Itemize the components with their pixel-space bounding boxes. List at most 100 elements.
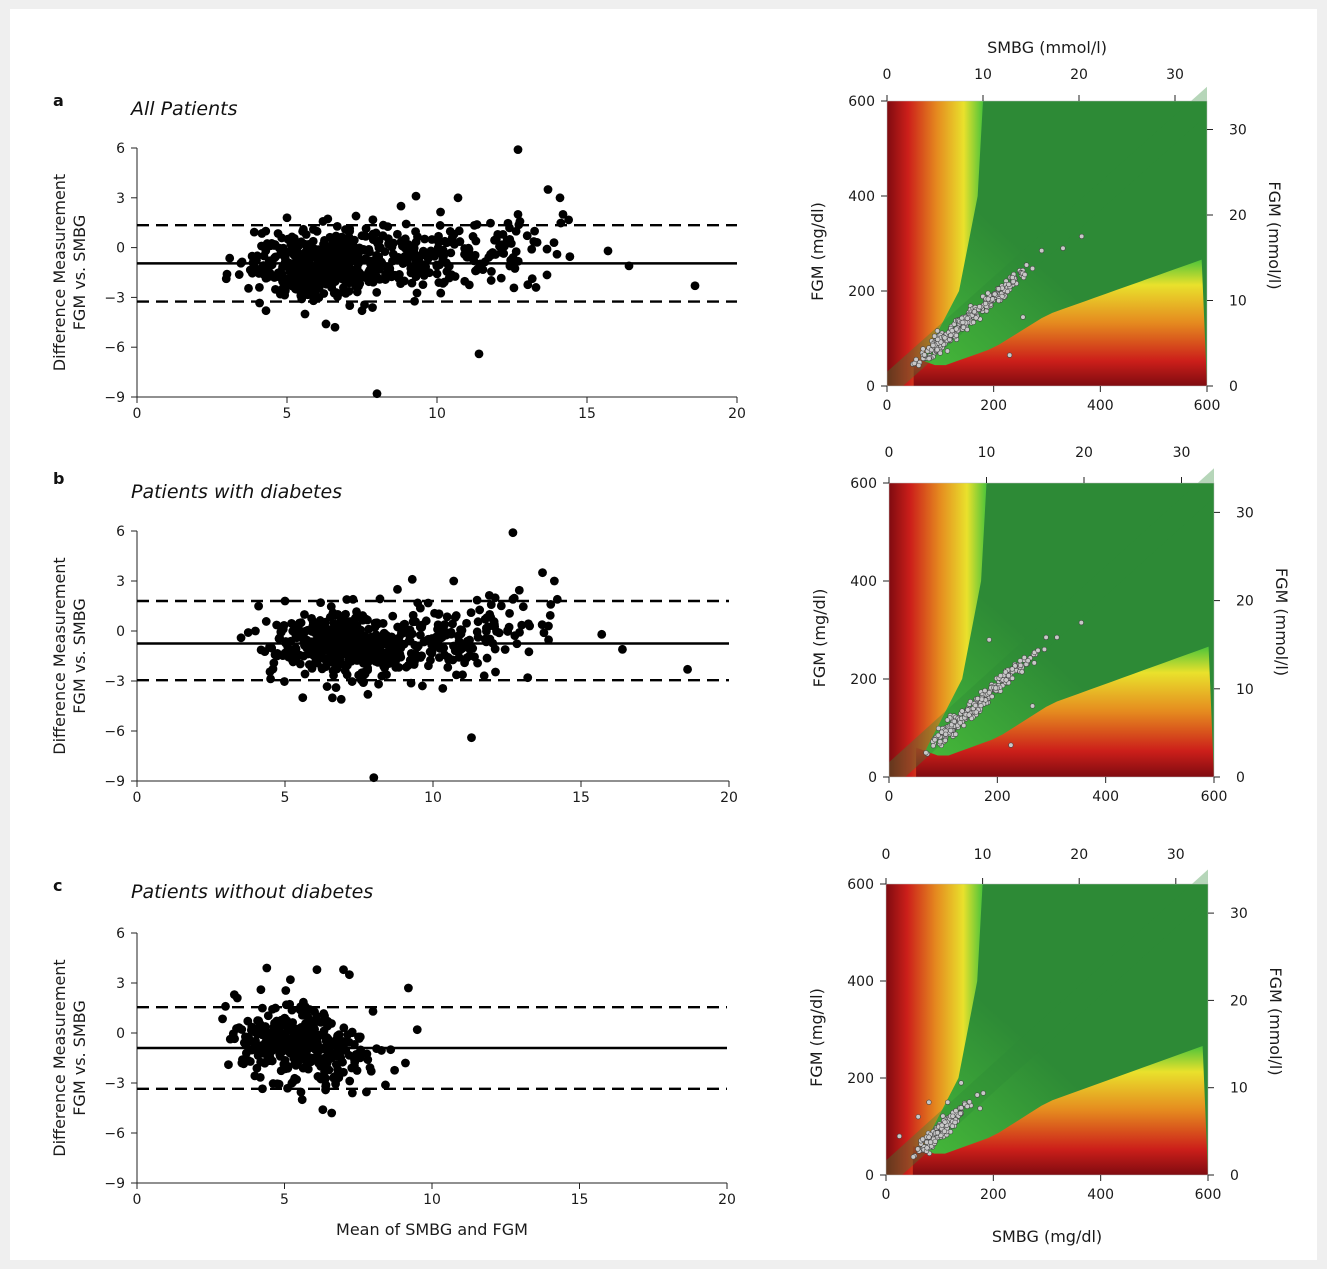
data-point [253, 1029, 262, 1039]
x-tick-label: 20 [718, 1192, 736, 1208]
data-point [552, 249, 562, 259]
data-point [998, 673, 1004, 679]
data-point [311, 282, 321, 292]
x-tick-label: 0 [133, 790, 142, 806]
data-point [283, 1083, 292, 1093]
data-point [508, 594, 518, 604]
zone-underestimate [916, 646, 1214, 777]
data-point [253, 1016, 262, 1026]
data-point [454, 652, 464, 662]
data-point [275, 1049, 285, 1059]
data-point [1017, 658, 1023, 664]
data-point [310, 651, 320, 660]
y-tick-label: −6 [104, 724, 125, 740]
top-tick-label: 20 [1075, 445, 1093, 461]
data-point [364, 244, 374, 254]
data-point [327, 1108, 337, 1118]
data-point [263, 1011, 273, 1021]
data-point [961, 722, 967, 729]
data-point [544, 621, 553, 631]
top-tick-label: 30 [1167, 847, 1185, 863]
data-point [243, 628, 253, 637]
top-axis-label: SMBG (mmol/l) [987, 38, 1107, 57]
data-point [460, 276, 470, 286]
y-tick-label: 600 [847, 877, 874, 893]
data-point [910, 1154, 916, 1160]
data-point [454, 226, 464, 236]
data-point [315, 643, 325, 653]
data-point [241, 1032, 250, 1042]
data-point [486, 600, 496, 609]
data-point [406, 268, 416, 278]
y-tick-label: −3 [104, 290, 125, 306]
data-point [261, 617, 271, 626]
data-point [524, 647, 534, 657]
data-point [240, 1039, 250, 1049]
data-point [365, 645, 375, 654]
data-point [339, 1023, 349, 1033]
data-point [275, 633, 284, 643]
data-point [322, 631, 331, 641]
data-point [942, 335, 948, 341]
error_grid_b-chart: 0 200 400 600 0 200 400 600 0 10 20 30 0 10 20 30 FGM (m… [810, 445, 1291, 805]
data-point [1020, 314, 1026, 320]
data-point [417, 620, 427, 630]
data-point [555, 193, 565, 203]
data-point [943, 731, 949, 737]
data-point [472, 595, 482, 605]
data-point [245, 265, 255, 275]
y-tick-label: 3 [116, 976, 125, 992]
data-point [382, 670, 391, 680]
right-axis-label: FGM (mmol/l) [1265, 181, 1284, 289]
data-point [935, 725, 942, 732]
y-tick-label: 0 [865, 1168, 874, 1184]
x-axis-label: SMBG (mg/dl) [992, 1227, 1102, 1246]
data-point [374, 679, 383, 689]
data-point [446, 248, 456, 258]
data-point [254, 601, 264, 611]
y-tick-label: −6 [104, 1126, 125, 1142]
top-tick-label: 20 [1070, 847, 1088, 863]
right-tick-label: 0 [1236, 770, 1245, 786]
data-point [392, 229, 402, 239]
data-point [465, 635, 474, 645]
bland_b-chart: b Patients with diabetes 6 3 0 −3 −6 −9 0 5 10 15 20… [50, 469, 738, 806]
right-tick-label: 20 [1229, 208, 1247, 224]
data-point [393, 622, 403, 632]
data-point [401, 219, 411, 229]
bland_c-chart: c Patients without diabetes 6 3 0 −3 −6 −9 0 5 10 1… [50, 876, 736, 1239]
data-point [244, 283, 253, 293]
data-point [355, 1053, 365, 1063]
data-point [276, 1066, 286, 1076]
x-tick-label: 0 [133, 406, 142, 422]
data-point [1041, 646, 1048, 653]
data-point [473, 632, 483, 642]
data-point [351, 211, 361, 221]
x-tick-label: 5 [283, 406, 292, 422]
data-point [436, 288, 446, 298]
data-point [982, 300, 989, 307]
y-tick-label: −9 [104, 774, 125, 790]
data-point [236, 633, 246, 643]
data-point [390, 1065, 400, 1075]
data-point [529, 237, 539, 246]
data-point [482, 653, 492, 663]
x-tick-label: 0 [883, 398, 892, 414]
data-point [430, 251, 439, 261]
data-point [494, 628, 504, 638]
data-point [453, 631, 463, 641]
data-point [498, 229, 508, 239]
data-point [411, 191, 421, 201]
data-point [985, 296, 991, 302]
data-point [916, 362, 922, 369]
data-points [896, 1080, 986, 1160]
data-point [224, 1060, 233, 1070]
data-point [527, 244, 537, 254]
data-point [486, 276, 496, 285]
top-tick-label: 10 [974, 67, 992, 83]
data-point [410, 640, 420, 650]
data-point [265, 667, 275, 677]
data-point [291, 644, 301, 654]
data-point [222, 269, 232, 279]
data-point [896, 1133, 903, 1139]
